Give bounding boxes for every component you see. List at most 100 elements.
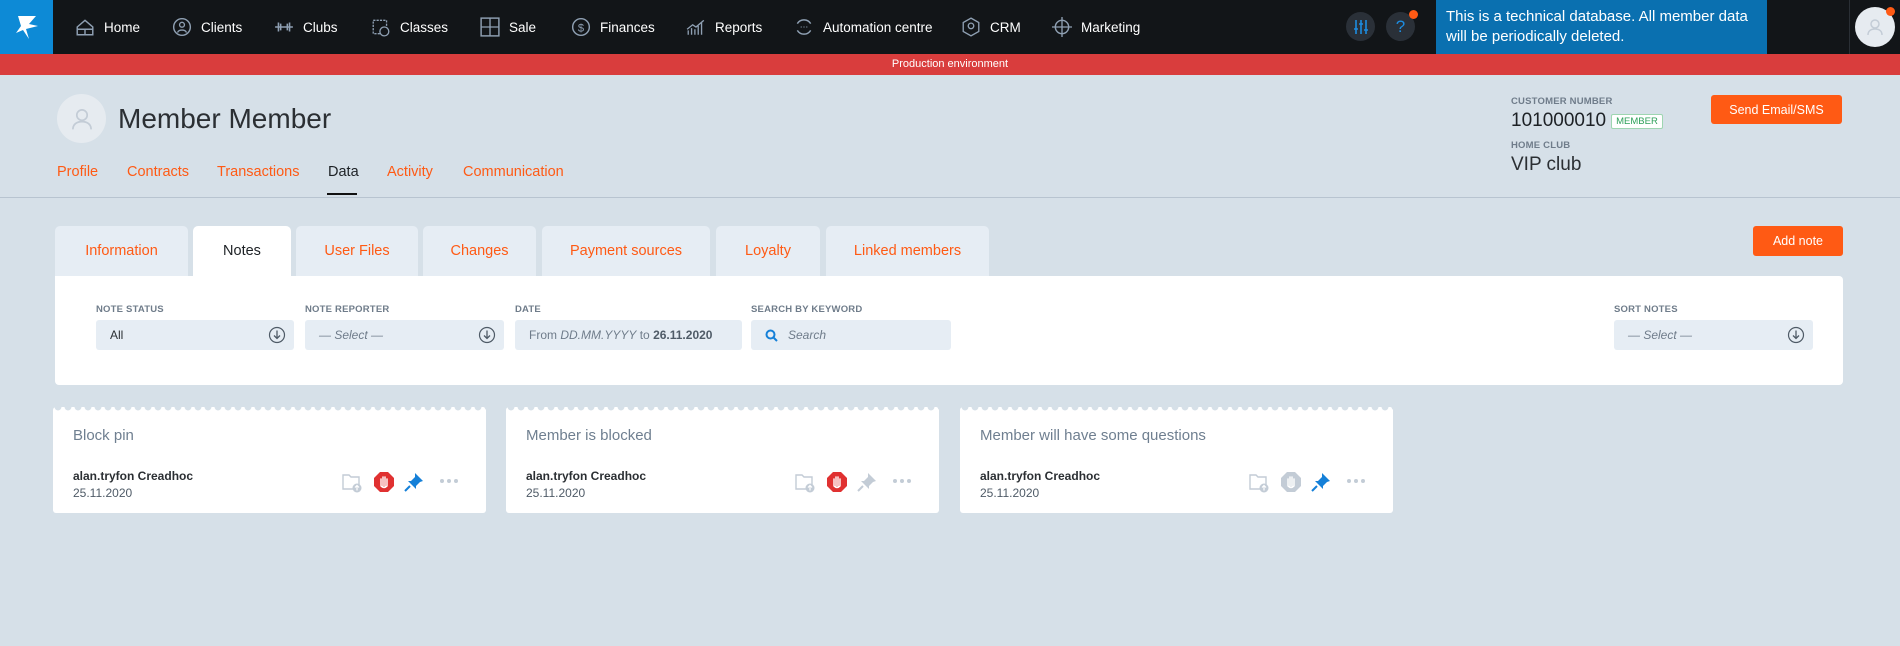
- nav-item-classes[interactable]: Classes: [371, 0, 448, 54]
- sort-notes-placeholder: — Select —: [1628, 328, 1693, 342]
- user-icon: [1867, 19, 1883, 36]
- date-to-input[interactable]: 26.11.2020: [653, 328, 713, 342]
- sort-notes-select[interactable]: — Select —: [1614, 320, 1813, 350]
- notification-dot: [1409, 10, 1418, 19]
- search-input[interactable]: Search: [751, 320, 951, 350]
- tab-information[interactable]: Information: [55, 226, 188, 276]
- tab-linked-members[interactable]: Linked members: [826, 226, 989, 276]
- note-date: 25.11.2020: [73, 486, 133, 500]
- note-reporter-select[interactable]: — Select —: [305, 320, 504, 350]
- subtab-data[interactable]: Data: [328, 164, 359, 180]
- subtab-activity[interactable]: Activity: [387, 164, 433, 180]
- chart-icon: [686, 19, 705, 35]
- date-range-input[interactable]: From DD.MM.YYYY to 26.11.2020: [515, 320, 742, 350]
- customer-number-label: CUSTOMER NUMBER: [1511, 96, 1613, 107]
- technical-db-banner: This is a technical database. All member…: [1436, 0, 1767, 54]
- note-title: Block pin: [73, 427, 134, 444]
- user-avatar[interactable]: [1855, 7, 1895, 47]
- member-name: Member Member: [118, 103, 332, 134]
- send-email-sms-button[interactable]: Send Email/SMS: [1711, 95, 1842, 124]
- home-club: VIP club: [1511, 154, 1582, 175]
- note-status-select[interactable]: All: [96, 320, 294, 350]
- nav-item-home[interactable]: Home: [75, 0, 140, 54]
- subtab-contracts[interactable]: Contracts: [127, 164, 190, 180]
- home-icon: [76, 19, 94, 36]
- pin-active-icon[interactable]: [1310, 471, 1332, 493]
- active-subtab-underline: [327, 193, 357, 195]
- nav-item-sale[interactable]: Sale: [480, 0, 536, 54]
- block-active-icon[interactable]: [373, 471, 395, 493]
- sliders-icon: [1353, 19, 1368, 34]
- pin-icon[interactable]: [856, 471, 878, 493]
- tab-loyalty[interactable]: Loyalty: [716, 226, 820, 276]
- nav-item-marketing[interactable]: Marketing: [1052, 0, 1140, 54]
- tab-payment-sources[interactable]: Payment sources: [542, 226, 710, 276]
- note-date: 25.11.2020: [526, 486, 586, 500]
- nav-item-label: Finances: [600, 19, 655, 35]
- folder-upload-icon[interactable]: [794, 471, 816, 493]
- nav-item-finances[interactable]: $ Finances: [571, 0, 655, 54]
- note-author: alan.tryfon Creadhoc: [526, 469, 647, 483]
- note-card[interactable]: Block pin alan.tryfon Creadhoc 25.11.202…: [53, 407, 486, 513]
- block-icon[interactable]: [1280, 471, 1302, 493]
- environment-bar: Production environment: [0, 54, 1900, 75]
- dumbbell-icon: [275, 22, 293, 32]
- add-note-button[interactable]: Add note: [1753, 226, 1843, 256]
- member-avatar: [57, 94, 106, 143]
- nav-item-label: Classes: [400, 19, 449, 35]
- subtab-profile[interactable]: Profile: [57, 164, 99, 180]
- dollar-icon: $: [571, 17, 591, 37]
- nav-item-label: Home: [104, 19, 141, 35]
- settings-sliders-button[interactable]: [1346, 12, 1375, 41]
- home-club-label: HOME CLUB: [1511, 140, 1571, 151]
- crm-icon: [962, 17, 980, 37]
- scalloped-edge: [960, 407, 1393, 412]
- divider: [1849, 0, 1850, 54]
- nav-item-clients[interactable]: Clients: [172, 0, 242, 54]
- nav-item-automation-centre[interactable]: Automation centre: [794, 0, 933, 54]
- note-status-label: NOTE STATUS: [96, 304, 164, 315]
- note-author: alan.tryfon Creadhoc: [980, 469, 1101, 483]
- chevron-down-icon: [268, 326, 286, 344]
- more-options-icon[interactable]: [892, 477, 912, 485]
- pin-active-icon[interactable]: [403, 471, 425, 493]
- top-navigation: Home Clients Clubs Classes Sale $ Finances Repo…: [0, 0, 1900, 54]
- date-from-input[interactable]: DD.MM.YYYY: [560, 328, 637, 342]
- tab-user-files[interactable]: User Files: [296, 226, 418, 276]
- user-icon: [71, 108, 92, 129]
- nav-item-crm[interactable]: CRM: [961, 0, 1021, 54]
- scalloped-edge: [53, 407, 486, 412]
- more-options-icon[interactable]: [439, 477, 459, 485]
- subtab-communication[interactable]: Communication: [463, 164, 564, 180]
- date-from-label: From: [529, 328, 557, 342]
- help-button[interactable]: ?: [1386, 10, 1418, 41]
- tab-notes[interactable]: Notes: [193, 226, 291, 276]
- chevron-down-icon: [478, 326, 496, 344]
- clients-icon: [172, 17, 192, 37]
- folder-upload-icon[interactable]: [341, 471, 363, 493]
- more-options-icon[interactable]: [1346, 477, 1366, 485]
- search-label: SEARCH BY KEYWORD: [751, 304, 863, 315]
- note-card[interactable]: Member is blocked alan.tryfon Creadhoc 2…: [506, 407, 939, 513]
- nav-item-reports[interactable]: Reports: [686, 0, 762, 54]
- nav-item-label: Clients: [201, 19, 243, 35]
- folder-upload-icon[interactable]: [1248, 471, 1270, 493]
- note-date: 25.11.2020: [980, 486, 1040, 500]
- calculator-icon: [480, 17, 500, 37]
- tab-changes[interactable]: Changes: [423, 226, 536, 276]
- svg-text:$: $: [578, 22, 584, 34]
- note-card[interactable]: Member will have some questions alan.try…: [960, 407, 1393, 513]
- subtab-transactions[interactable]: Transactions: [217, 164, 300, 180]
- logo[interactable]: [0, 0, 53, 54]
- note-reporter-placeholder: — Select —: [319, 328, 384, 342]
- search-icon: [765, 329, 778, 342]
- target-icon: [1052, 17, 1072, 37]
- block-active-icon[interactable]: [826, 471, 848, 493]
- filter-panel: NOTE STATUS All NOTE REPORTER — Select —…: [55, 276, 1843, 385]
- chevron-down-icon: [1787, 326, 1805, 344]
- notification-dot: [1886, 7, 1895, 16]
- nav-item-clubs[interactable]: Clubs: [274, 0, 338, 54]
- nav-item-label: Marketing: [1081, 19, 1141, 35]
- divider: [0, 197, 1900, 198]
- scalloped-edge: [506, 407, 939, 412]
